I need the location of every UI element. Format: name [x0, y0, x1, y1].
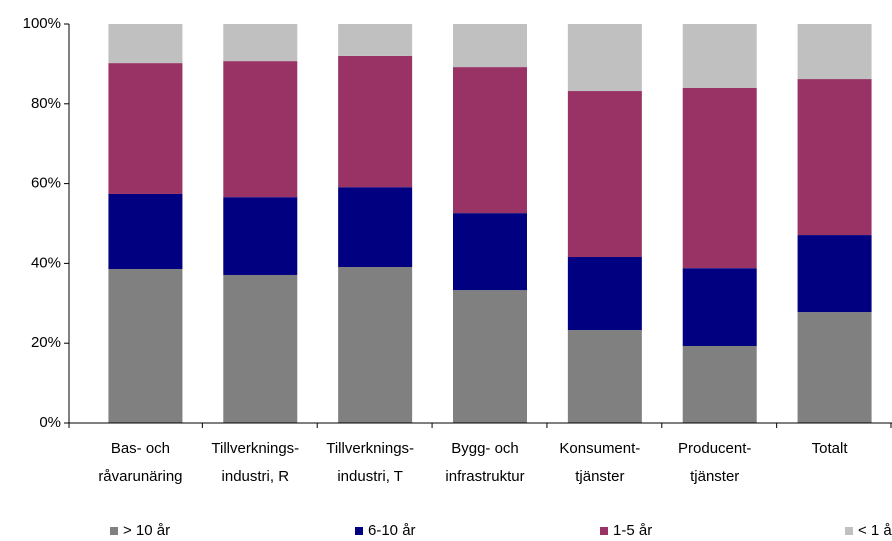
bar-segment — [108, 63, 183, 194]
legend-label: 6-10 år — [368, 522, 416, 539]
bar-segment — [567, 330, 642, 423]
bar-segment — [108, 24, 183, 64]
x-tick-label: infrastruktur — [445, 468, 524, 485]
y-tick-label: 0% — [39, 414, 61, 431]
x-tick-label: Tillverknings- — [211, 440, 299, 457]
x-tick-label: industri, R — [222, 468, 290, 485]
bar-segment — [108, 268, 183, 423]
bar-segment — [567, 91, 642, 258]
bar-segment — [338, 187, 413, 267]
legend-label: > 10 år — [123, 522, 170, 539]
bar-segment — [682, 87, 757, 269]
legend-swatch — [600, 527, 608, 535]
bar-segment — [453, 213, 527, 291]
bar-segment — [453, 24, 527, 68]
bar-segment — [223, 274, 298, 423]
bar-segment — [338, 24, 413, 56]
x-tick-label: Tillverknings- — [326, 440, 414, 457]
bar-segment — [682, 24, 757, 88]
y-tick-label: 60% — [31, 175, 61, 192]
x-tick-label: Bas- och — [111, 440, 170, 457]
x-tick-label: Bygg- och — [451, 440, 519, 457]
x-tick-label: Producent- — [678, 440, 751, 457]
bar-segment — [567, 24, 642, 92]
x-tick-label: tjänster — [575, 468, 624, 485]
bar-segment — [338, 55, 413, 188]
legend-swatch — [845, 527, 853, 535]
y-tick-label: 40% — [31, 254, 61, 271]
x-tick-label: råvarunäring — [98, 468, 182, 485]
y-tick-label: 20% — [31, 334, 61, 351]
legend-label: < 1 år — [858, 522, 892, 539]
legend-label: 1-5 år — [613, 522, 652, 539]
bar-segment — [797, 235, 872, 313]
bar-segment — [108, 193, 183, 269]
bar-segment — [453, 290, 527, 423]
y-tick-label: 100% — [23, 15, 61, 32]
bar-segment — [797, 24, 872, 80]
y-tick-label: 80% — [31, 95, 61, 112]
bar-segment — [223, 24, 298, 62]
bar-segment — [682, 345, 757, 423]
legend-swatch — [355, 527, 363, 535]
x-tick-label: industri, T — [337, 468, 403, 485]
bar-segment — [338, 266, 413, 423]
bar-segment — [682, 268, 757, 346]
x-tick-label: Konsument- — [559, 440, 640, 457]
x-tick-label: tjänster — [690, 468, 739, 485]
bar-segment — [223, 197, 298, 275]
legend-swatch — [110, 527, 118, 535]
bar-segment — [567, 257, 642, 331]
x-tick-label: Totalt — [812, 440, 849, 457]
bar-segment — [797, 79, 872, 236]
bar-segment — [453, 67, 527, 214]
bar-segment — [223, 61, 298, 198]
bar-segment — [797, 312, 872, 423]
